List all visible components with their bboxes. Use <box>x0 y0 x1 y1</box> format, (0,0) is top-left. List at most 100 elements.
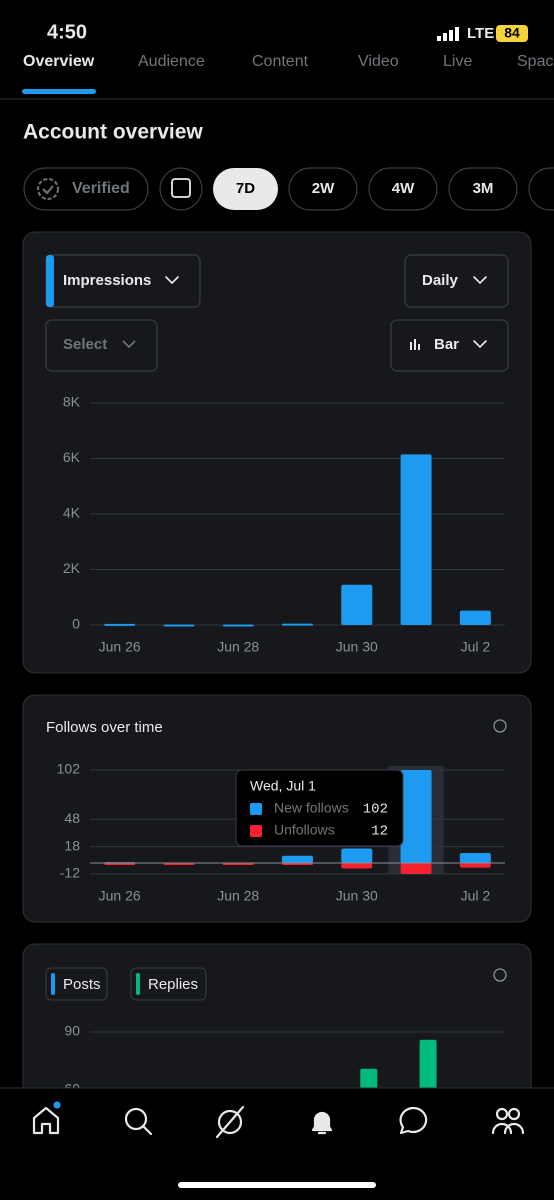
style-label: Bar <box>434 336 459 353</box>
heading: Account overview <box>23 121 203 144</box>
compare-label: Select <box>63 336 107 353</box>
notification-dot <box>53 1101 61 1109</box>
x-tick-label: Jun 30 <box>336 888 378 904</box>
range-label: 3M <box>473 180 494 197</box>
x-tick-label: Jun 28 <box>217 639 259 655</box>
verified-icon <box>37 178 59 200</box>
verified-label: Verified <box>72 180 130 197</box>
info-icon[interactable] <box>493 719 507 733</box>
bottom-nav <box>0 1088 554 1200</box>
info-icon[interactable] <box>493 968 507 982</box>
bar <box>400 454 432 625</box>
legend-chip[interactable] <box>130 967 207 1001</box>
search-icon[interactable] <box>124 1107 153 1136</box>
y-tick-label: 2K <box>63 560 81 576</box>
y-tick-label: 48 <box>64 810 80 826</box>
range-pill[interactable] <box>528 167 554 211</box>
y-tick-label: 6K <box>63 449 81 465</box>
messages-icon[interactable] <box>399 1106 428 1135</box>
chevron <box>165 276 179 284</box>
bar <box>104 623 136 626</box>
tooltip-value: 12 <box>371 824 388 840</box>
chevron <box>473 276 487 284</box>
bar <box>341 863 373 869</box>
bar <box>459 853 491 864</box>
bar <box>282 623 313 626</box>
chevron <box>122 340 136 349</box>
x-tick-label: Jun 28 <box>217 888 259 904</box>
x-tick-label: Jun 26 <box>99 639 141 655</box>
y-tick-label: 8K <box>63 394 81 410</box>
impressions-card <box>22 231 532 674</box>
bar <box>400 863 432 874</box>
metric-label: Impressions <box>63 272 151 289</box>
legend-chip[interactable] <box>45 967 108 1001</box>
range-pill[interactable] <box>288 167 358 211</box>
tooltip-swatch <box>250 825 262 837</box>
range-label: 2W <box>312 180 335 197</box>
compare-dropdown[interactable] <box>45 319 158 372</box>
verified-pill[interactable] <box>23 167 149 211</box>
calendar-icon <box>171 178 191 198</box>
tab[interactable]: Video <box>358 53 399 70</box>
network: LTE <box>467 25 494 42</box>
bar <box>419 1039 437 1088</box>
tab-indicator <box>22 89 96 94</box>
battery <box>496 25 528 42</box>
chevron <box>473 340 487 348</box>
interval-dropdown[interactable] <box>404 254 509 308</box>
tooltip-box <box>235 769 404 847</box>
clock: 4:50 <box>47 21 87 43</box>
range-label: 7D <box>236 180 255 197</box>
y-tick-label: 60 <box>64 1081 80 1097</box>
interval-label: Daily <box>422 272 459 289</box>
metric-color <box>46 255 54 307</box>
tooltip-name: Unfollows <box>274 822 335 838</box>
bar <box>341 848 373 864</box>
check <box>42 185 54 195</box>
y-tick-label: 102 <box>57 761 81 777</box>
battery-level: 84 <box>504 25 520 41</box>
tab[interactable]: Live <box>443 53 472 70</box>
legend-swatch <box>136 973 140 995</box>
home-indicator <box>178 1182 376 1188</box>
signal <box>437 27 459 41</box>
follows-title: Follows over time <box>46 719 163 736</box>
bar <box>360 1068 378 1088</box>
notifications-icon[interactable] <box>311 1111 333 1135</box>
range-pill[interactable] <box>448 167 518 211</box>
y-tick-label: 18 <box>64 837 80 853</box>
range-pill[interactable] <box>213 168 278 210</box>
bar <box>222 624 254 627</box>
style-dropdown[interactable] <box>390 319 509 372</box>
legend-label: Posts <box>63 976 101 993</box>
communities-icon[interactable] <box>491 1107 525 1135</box>
bar <box>282 855 313 864</box>
bar <box>459 863 491 868</box>
x-tick-label: Jul 2 <box>461 888 491 904</box>
legend-swatch <box>51 973 55 995</box>
tab[interactable]: Audience <box>138 53 205 70</box>
y-tick-label: 0 <box>72 616 80 632</box>
tab[interactable]: Overview <box>23 53 95 70</box>
home-icon[interactable] <box>32 1106 60 1135</box>
y-tick-label: -12 <box>60 865 80 881</box>
tooltip-value: 102 <box>363 802 388 818</box>
bar <box>400 770 432 864</box>
calendar-button[interactable] <box>159 167 203 211</box>
y-tick-label: 4K <box>63 505 81 521</box>
tooltip-swatch <box>250 803 262 815</box>
y-tick-label: 90 <box>64 1023 80 1039</box>
x-tick-label: Jul 2 <box>461 639 491 655</box>
bar <box>163 624 195 627</box>
legend-label: Replies <box>148 976 198 993</box>
range-label: 4W <box>392 180 415 197</box>
tooltip-name: New follows <box>274 800 349 816</box>
grok-icon[interactable] <box>215 1105 245 1139</box>
range-pill[interactable] <box>368 167 438 211</box>
tab[interactable]: Content <box>252 53 309 70</box>
bar <box>341 584 373 625</box>
tab[interactable]: Spaces <box>517 53 554 70</box>
bar <box>459 610 491 625</box>
